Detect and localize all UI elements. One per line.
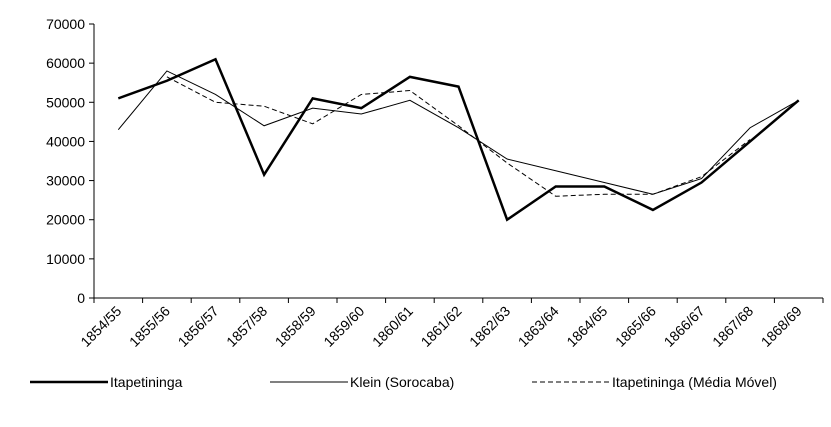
y-tick-label: 30000 <box>46 173 85 189</box>
x-tick-label: 1861/62 <box>418 303 465 350</box>
series-line <box>117 57 800 222</box>
y-tick-label: 0 <box>77 290 85 306</box>
x-tick-label: 1855/56 <box>126 303 173 350</box>
y-tick-label: 60000 <box>46 55 85 71</box>
y-tick-label: 50000 <box>46 94 85 110</box>
x-tick-label: 1864/65 <box>563 303 610 350</box>
x-tick-label: 1868/69 <box>758 303 805 350</box>
y-tick-label: 10000 <box>46 251 85 267</box>
y-tick-label: 70000 <box>46 16 85 32</box>
legend-label: Klein (Sorocaba) <box>350 374 454 390</box>
x-tick-label: 1860/61 <box>369 303 416 350</box>
x-tick-label: 1865/66 <box>612 303 659 350</box>
x-tick-label: 1858/59 <box>272 303 319 350</box>
y-tick-label: 20000 <box>46 212 85 228</box>
legend-label: Itapetininga (Média Móvel) <box>612 374 777 390</box>
x-tick-label: 1863/64 <box>515 303 562 350</box>
x-tick-label: 1862/63 <box>466 303 513 350</box>
series-line <box>166 76 751 197</box>
x-tick-label: 1859/60 <box>320 303 367 350</box>
x-tick-label: 1867/68 <box>709 303 756 350</box>
x-tick-label: 1866/67 <box>661 303 708 350</box>
y-tick-label: 40000 <box>46 133 85 149</box>
series-line <box>117 70 799 195</box>
x-tick-label: 1857/58 <box>223 303 270 350</box>
legend-label: Itapetininga <box>110 374 183 390</box>
x-tick-label: 1854/55 <box>77 303 124 350</box>
x-tick-label: 1856/57 <box>175 303 222 350</box>
